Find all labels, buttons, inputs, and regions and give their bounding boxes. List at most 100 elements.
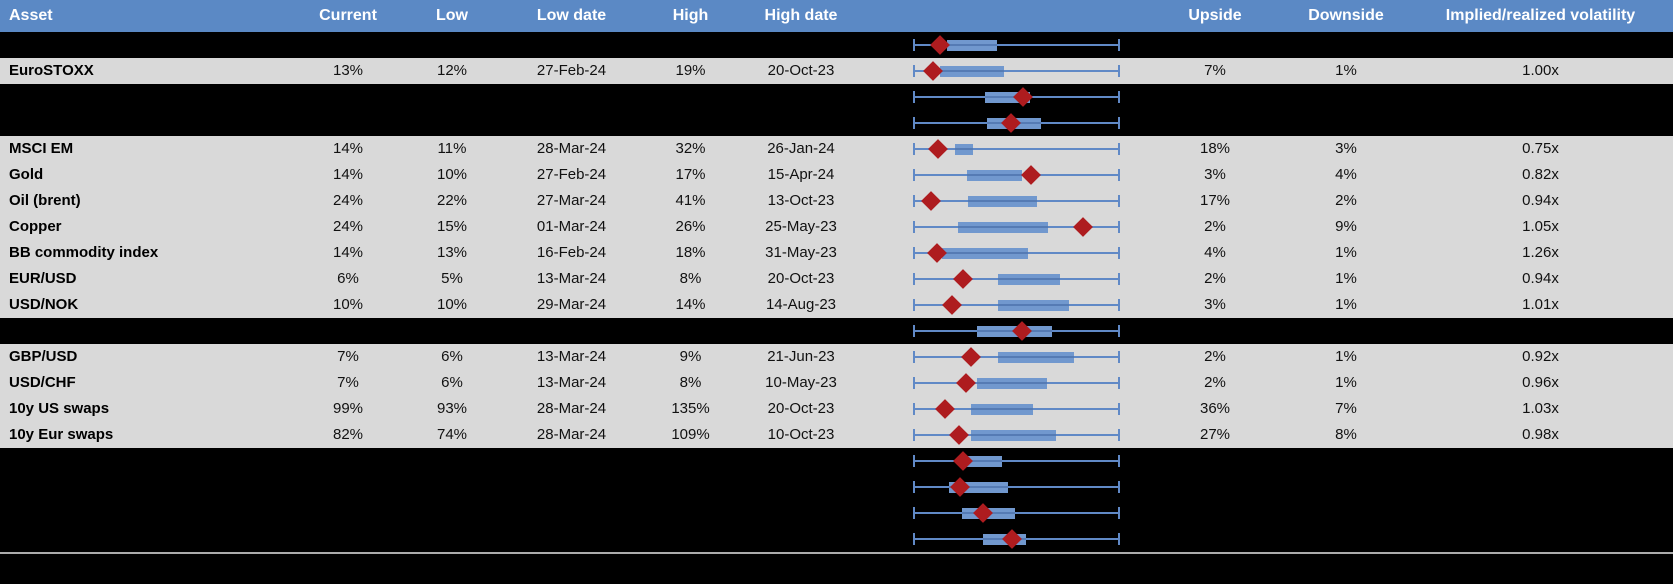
cell-downside[interactable]: 1% xyxy=(1335,374,1357,391)
cell-high[interactable]: 41% xyxy=(675,192,706,209)
cell-high[interactable]: 19% xyxy=(675,62,706,79)
cell-low-date[interactable]: 13-Mar-24 xyxy=(536,374,607,391)
cell-low-date[interactable]: 13-Mar-24 xyxy=(536,270,607,287)
cell-upside[interactable]: 2% xyxy=(1204,218,1226,235)
cell-implied-realized[interactable]: 0.94x xyxy=(1522,270,1559,287)
cell-asset[interactable]: 10y US swaps xyxy=(9,400,110,417)
cell-asset[interactable]: BB commodity index xyxy=(9,244,159,261)
cell-high-date[interactable]: 20-Oct-23 xyxy=(767,270,835,287)
cell-low[interactable]: 11% xyxy=(437,140,467,157)
cell-low[interactable]: 12% xyxy=(436,62,468,79)
cell-high[interactable]: 26% xyxy=(675,218,706,235)
cell-downside[interactable]: 1% xyxy=(1335,244,1357,261)
cell-upside[interactable]: 4% xyxy=(1204,244,1226,261)
cell-high-date[interactable]: 20-Oct-23 xyxy=(767,400,835,417)
cell-current[interactable]: 14% xyxy=(332,166,364,183)
cell-upside[interactable]: 36% xyxy=(1199,400,1231,417)
cell-downside[interactable]: 8% xyxy=(1335,426,1357,443)
cell-high-date[interactable]: 14-Aug-23 xyxy=(765,296,837,313)
cell-low-date[interactable]: 01-Mar-24 xyxy=(536,218,607,235)
cell-downside[interactable]: 1% xyxy=(1335,62,1357,79)
cell-implied-realized[interactable]: 1.01x xyxy=(1522,296,1559,313)
cell-downside[interactable]: 3% xyxy=(1335,140,1357,157)
cell-high[interactable]: 8% xyxy=(679,270,702,287)
cell-current[interactable]: 6% xyxy=(337,270,359,287)
cell-low-date[interactable]: 27-Feb-24 xyxy=(536,166,607,183)
cell-low[interactable]: 10% xyxy=(436,166,468,183)
cell-low-date[interactable]: 28-Mar-24 xyxy=(536,426,607,443)
cell-upside[interactable]: 18% xyxy=(1199,140,1231,157)
cell-high[interactable]: 32% xyxy=(675,140,706,157)
cell-high[interactable]: 18% xyxy=(675,244,706,261)
cell-high-date[interactable]: 13-Oct-23 xyxy=(767,192,835,209)
column-header-high[interactable]: High xyxy=(672,7,709,24)
cell-downside[interactable]: 1% xyxy=(1335,348,1357,365)
cell-upside[interactable]: 27% xyxy=(1199,426,1231,443)
column-header-current[interactable]: Current xyxy=(319,7,377,24)
cell-downside[interactable]: 4% xyxy=(1335,166,1357,183)
cell-asset[interactable]: Copper xyxy=(9,218,62,235)
cell-implied-realized[interactable]: 0.92x xyxy=(1522,348,1559,365)
cell-current[interactable]: 10% xyxy=(332,296,364,313)
cell-high[interactable]: 8% xyxy=(679,374,702,391)
cell-low[interactable]: 6% xyxy=(441,374,463,391)
column-header-implied[interactable]: Implied/realized volatility xyxy=(1445,7,1636,24)
cell-low[interactable]: 10% xyxy=(436,296,468,313)
cell-high-date[interactable]: 26-Jan-24 xyxy=(767,140,835,157)
cell-low-date[interactable]: 28-Mar-24 xyxy=(536,140,607,157)
cell-current[interactable]: 99% xyxy=(332,400,364,417)
cell-high-date[interactable]: 10-May-23 xyxy=(765,374,837,391)
cell-implied-realized[interactable]: 1.00x xyxy=(1522,62,1559,79)
cell-upside[interactable]: 2% xyxy=(1204,374,1226,391)
column-header-upside[interactable]: Upside xyxy=(1188,7,1242,24)
cell-downside[interactable]: 1% xyxy=(1335,296,1357,313)
cell-current[interactable]: 7% xyxy=(337,348,359,365)
cell-low-date[interactable]: 13-Mar-24 xyxy=(536,348,607,365)
cell-low[interactable]: 93% xyxy=(436,400,468,417)
cell-high[interactable]: 14% xyxy=(675,296,706,313)
cell-asset[interactable]: Oil (brent) xyxy=(9,192,81,209)
cell-low[interactable]: 22% xyxy=(436,192,468,209)
cell-low-date[interactable]: 28-Mar-24 xyxy=(536,400,607,417)
cell-asset[interactable]: USD/NOK xyxy=(9,296,79,313)
cell-implied-realized[interactable]: 1.03x xyxy=(1522,400,1559,417)
cell-upside[interactable]: 2% xyxy=(1204,270,1226,287)
cell-upside[interactable]: 17% xyxy=(1199,192,1231,209)
column-header-low[interactable]: Low xyxy=(436,7,468,24)
cell-implied-realized[interactable]: 0.75x xyxy=(1522,140,1559,157)
cell-implied-realized[interactable]: 1.05x xyxy=(1522,218,1559,235)
cell-low[interactable]: 6% xyxy=(441,348,463,365)
cell-high-date[interactable]: 31-May-23 xyxy=(765,244,837,261)
cell-upside[interactable]: 7% xyxy=(1204,62,1226,79)
cell-asset[interactable]: 10y Eur swaps xyxy=(9,426,114,443)
cell-asset[interactable]: EUR/USD xyxy=(9,270,77,287)
cell-high[interactable]: 9% xyxy=(679,348,702,365)
column-header-asset[interactable]: Asset xyxy=(9,7,53,24)
cell-downside[interactable]: 1% xyxy=(1335,270,1357,287)
cell-asset[interactable]: USD/CHF xyxy=(9,374,76,391)
cell-low-date[interactable]: 16-Feb-24 xyxy=(536,244,607,261)
cell-current[interactable]: 7% xyxy=(337,374,359,391)
cell-low-date[interactable]: 27-Mar-24 xyxy=(536,192,607,209)
cell-asset[interactable]: MSCI EM xyxy=(9,140,74,157)
cell-high-date[interactable]: 25-May-23 xyxy=(765,218,837,235)
cell-low[interactable]: 15% xyxy=(436,218,468,235)
cell-downside[interactable]: 7% xyxy=(1335,400,1357,417)
column-header-downside[interactable]: Downside xyxy=(1308,7,1384,24)
cell-low-date[interactable]: 27-Feb-24 xyxy=(536,62,607,79)
cell-implied-realized[interactable]: 0.82x xyxy=(1522,166,1559,183)
cell-implied-realized[interactable]: 0.96x xyxy=(1522,374,1559,391)
cell-current[interactable]: 24% xyxy=(332,192,364,209)
cell-high[interactable]: 17% xyxy=(675,166,706,183)
column-header-lowdate[interactable]: Low date xyxy=(536,7,607,24)
cell-current[interactable]: 24% xyxy=(332,218,364,235)
cell-high-date[interactable]: 21-Jun-23 xyxy=(767,348,835,365)
cell-upside[interactable]: 3% xyxy=(1204,166,1226,183)
cell-current[interactable]: 82% xyxy=(332,426,364,443)
cell-low-date[interactable]: 29-Mar-24 xyxy=(536,296,607,313)
cell-low[interactable]: 13% xyxy=(436,244,468,261)
cell-asset[interactable]: GBP/USD xyxy=(9,348,78,365)
cell-high-date[interactable]: 15-Apr-24 xyxy=(767,166,835,183)
cell-implied-realized[interactable]: 1.26x xyxy=(1522,244,1559,261)
cell-current[interactable]: 13% xyxy=(332,62,364,79)
